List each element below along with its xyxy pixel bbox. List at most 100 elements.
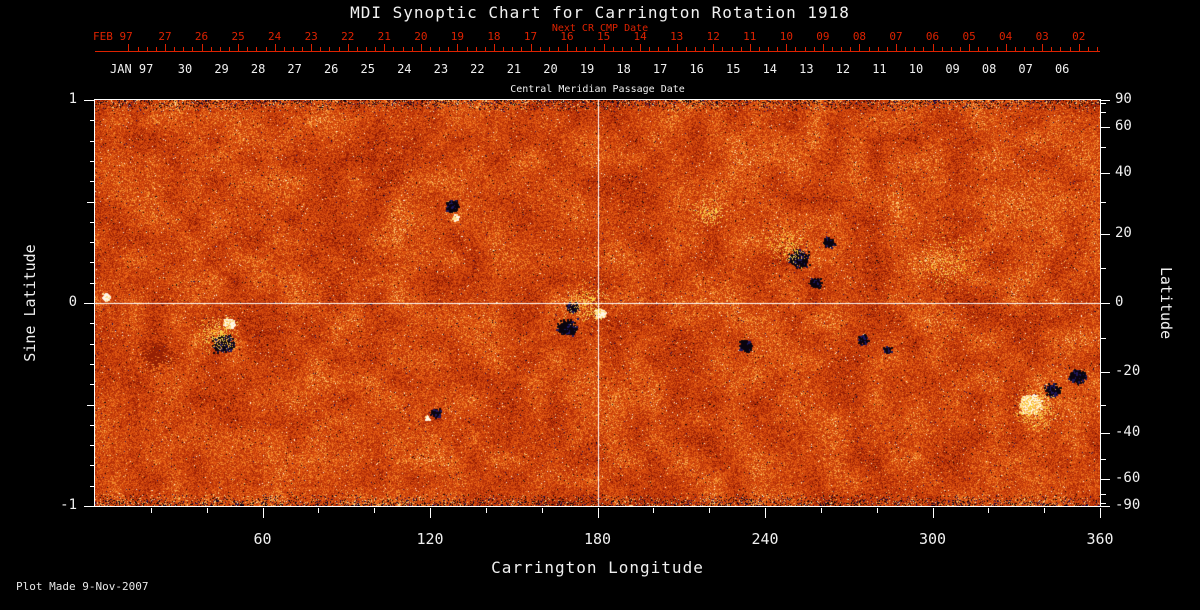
right-major-tick bbox=[1101, 303, 1110, 304]
feb-minor-tick bbox=[484, 47, 486, 52]
feb-day-label: 06 bbox=[925, 30, 940, 43]
right-minor-tick bbox=[1101, 338, 1106, 340]
jan-day-label: 08 bbox=[981, 62, 997, 76]
feb-minor-tick bbox=[740, 47, 742, 52]
right-major-tick bbox=[1101, 233, 1110, 235]
feb-minor-tick bbox=[996, 47, 998, 52]
bottom-tick-label: 300 bbox=[918, 530, 947, 548]
feb-minor-tick bbox=[978, 47, 980, 52]
right-major-tick bbox=[1101, 372, 1110, 374]
right-major-tick bbox=[1101, 433, 1110, 435]
feb-minor-tick bbox=[402, 47, 404, 52]
feb-minor-tick bbox=[905, 47, 907, 52]
jan-day-label: 10 bbox=[908, 62, 924, 76]
jan-day-label: 06 bbox=[1054, 62, 1070, 76]
feb-minor-tick bbox=[658, 47, 660, 52]
feb-day-tick bbox=[274, 44, 276, 52]
right-minor-tick bbox=[1101, 267, 1106, 269]
jan-day-label: 09 bbox=[945, 62, 960, 76]
feb-day-label: 09 bbox=[816, 30, 830, 43]
feb-minor-tick bbox=[886, 47, 888, 52]
feb-minor-tick bbox=[941, 47, 943, 52]
jan-day-label: 21 bbox=[506, 62, 522, 76]
bottom-tick-label: 60 bbox=[253, 530, 272, 548]
right-tick-label: 60 bbox=[1115, 118, 1132, 135]
jan-day-label: 07 bbox=[1018, 62, 1033, 76]
feb-day-tick bbox=[896, 44, 897, 52]
left-major-tick bbox=[84, 100, 94, 101]
left-minor-tick bbox=[90, 465, 94, 467]
feb-minor-tick bbox=[685, 47, 687, 52]
feb-day-tick bbox=[165, 44, 166, 52]
right-tick-label: 40 bbox=[1115, 163, 1132, 180]
feb-minor-tick bbox=[146, 47, 148, 52]
right-minor-tick bbox=[1101, 112, 1106, 114]
right-major-tick bbox=[1101, 478, 1110, 480]
feb-day-tick bbox=[311, 44, 313, 52]
feb-minor-tick bbox=[832, 47, 834, 52]
feb-minor-tick bbox=[1033, 47, 1035, 52]
feb-minor-tick bbox=[247, 47, 249, 52]
jan-day-label: 15 bbox=[726, 62, 741, 76]
feb-minor-tick bbox=[265, 47, 267, 52]
jan-day-label: 26 bbox=[323, 62, 339, 76]
feb-minor-tick bbox=[1051, 47, 1053, 52]
bottom-major-tick bbox=[430, 508, 431, 518]
feb-day-label: 17 bbox=[523, 30, 538, 43]
left-minor-tick bbox=[90, 384, 94, 386]
feb-day-tick bbox=[347, 44, 349, 52]
feb-minor-tick bbox=[594, 47, 596, 52]
feb-minor-tick bbox=[539, 47, 541, 52]
feb-minor-tick bbox=[283, 47, 285, 52]
feb-minor-tick bbox=[731, 47, 733, 52]
bottom-major-tick bbox=[932, 508, 934, 518]
feb-day-label: 26 bbox=[194, 30, 209, 43]
feb-day-tick bbox=[786, 44, 788, 52]
feb-minor-tick bbox=[320, 47, 322, 52]
feb-day-label: 12 bbox=[706, 30, 720, 43]
feb-minor-tick bbox=[1097, 47, 1099, 52]
feb-minor-tick bbox=[777, 47, 779, 52]
left-minor-tick bbox=[90, 181, 94, 183]
jan-day-label: 20 bbox=[543, 62, 558, 76]
right-major-tick bbox=[1101, 506, 1110, 507]
left-minor-tick bbox=[90, 424, 94, 426]
feb-day-tick bbox=[457, 44, 459, 52]
synoptic-magnetogram-canvas bbox=[95, 100, 1100, 506]
left-tick-label: -1 bbox=[60, 497, 77, 513]
jan-day-label: 23 bbox=[433, 62, 449, 76]
bottom-tick-label: 240 bbox=[751, 530, 779, 548]
right-axis-title: Latitude bbox=[1157, 266, 1175, 340]
jan-axis-label: JAN 97 bbox=[110, 62, 154, 76]
feb-minor-tick bbox=[228, 47, 230, 52]
feb-day-tick bbox=[1078, 44, 1080, 52]
left-minor-tick bbox=[90, 363, 94, 365]
feb-day-label: 20 bbox=[414, 30, 428, 43]
left-major-tick bbox=[84, 303, 94, 304]
left-minor-tick bbox=[87, 404, 94, 406]
left-axis-title: Sine Latitude bbox=[21, 244, 39, 362]
feb-day-tick bbox=[932, 44, 934, 52]
feb-minor-tick bbox=[850, 47, 852, 52]
feb-minor-tick bbox=[1087, 47, 1089, 52]
left-minor-tick bbox=[90, 242, 94, 244]
left-minor-tick bbox=[90, 485, 94, 487]
right-minor-tick bbox=[1101, 147, 1106, 149]
jan-day-label: 17 bbox=[652, 62, 668, 76]
feb-minor-tick bbox=[950, 47, 952, 52]
right-tick-label: 0 bbox=[1115, 294, 1124, 310]
feb-day-tick bbox=[640, 44, 642, 52]
bottom-minor-tick bbox=[709, 508, 711, 513]
feb-axis-line bbox=[95, 51, 1100, 52]
feb-day-label: 25 bbox=[231, 30, 245, 43]
bottom-minor-tick bbox=[206, 508, 208, 513]
feb-minor-tick bbox=[959, 47, 961, 52]
feb-minor-tick bbox=[448, 47, 450, 52]
jan-day-label: 29 bbox=[214, 62, 229, 76]
jan-day-label: 19 bbox=[579, 62, 595, 76]
right-major-tick bbox=[1101, 100, 1110, 101]
feb-minor-tick bbox=[521, 47, 523, 52]
page-title: MDI Synoptic Chart for Carrington Rotati… bbox=[350, 3, 850, 22]
feb-day-tick bbox=[603, 44, 605, 52]
right-minor-tick bbox=[1101, 103, 1106, 105]
